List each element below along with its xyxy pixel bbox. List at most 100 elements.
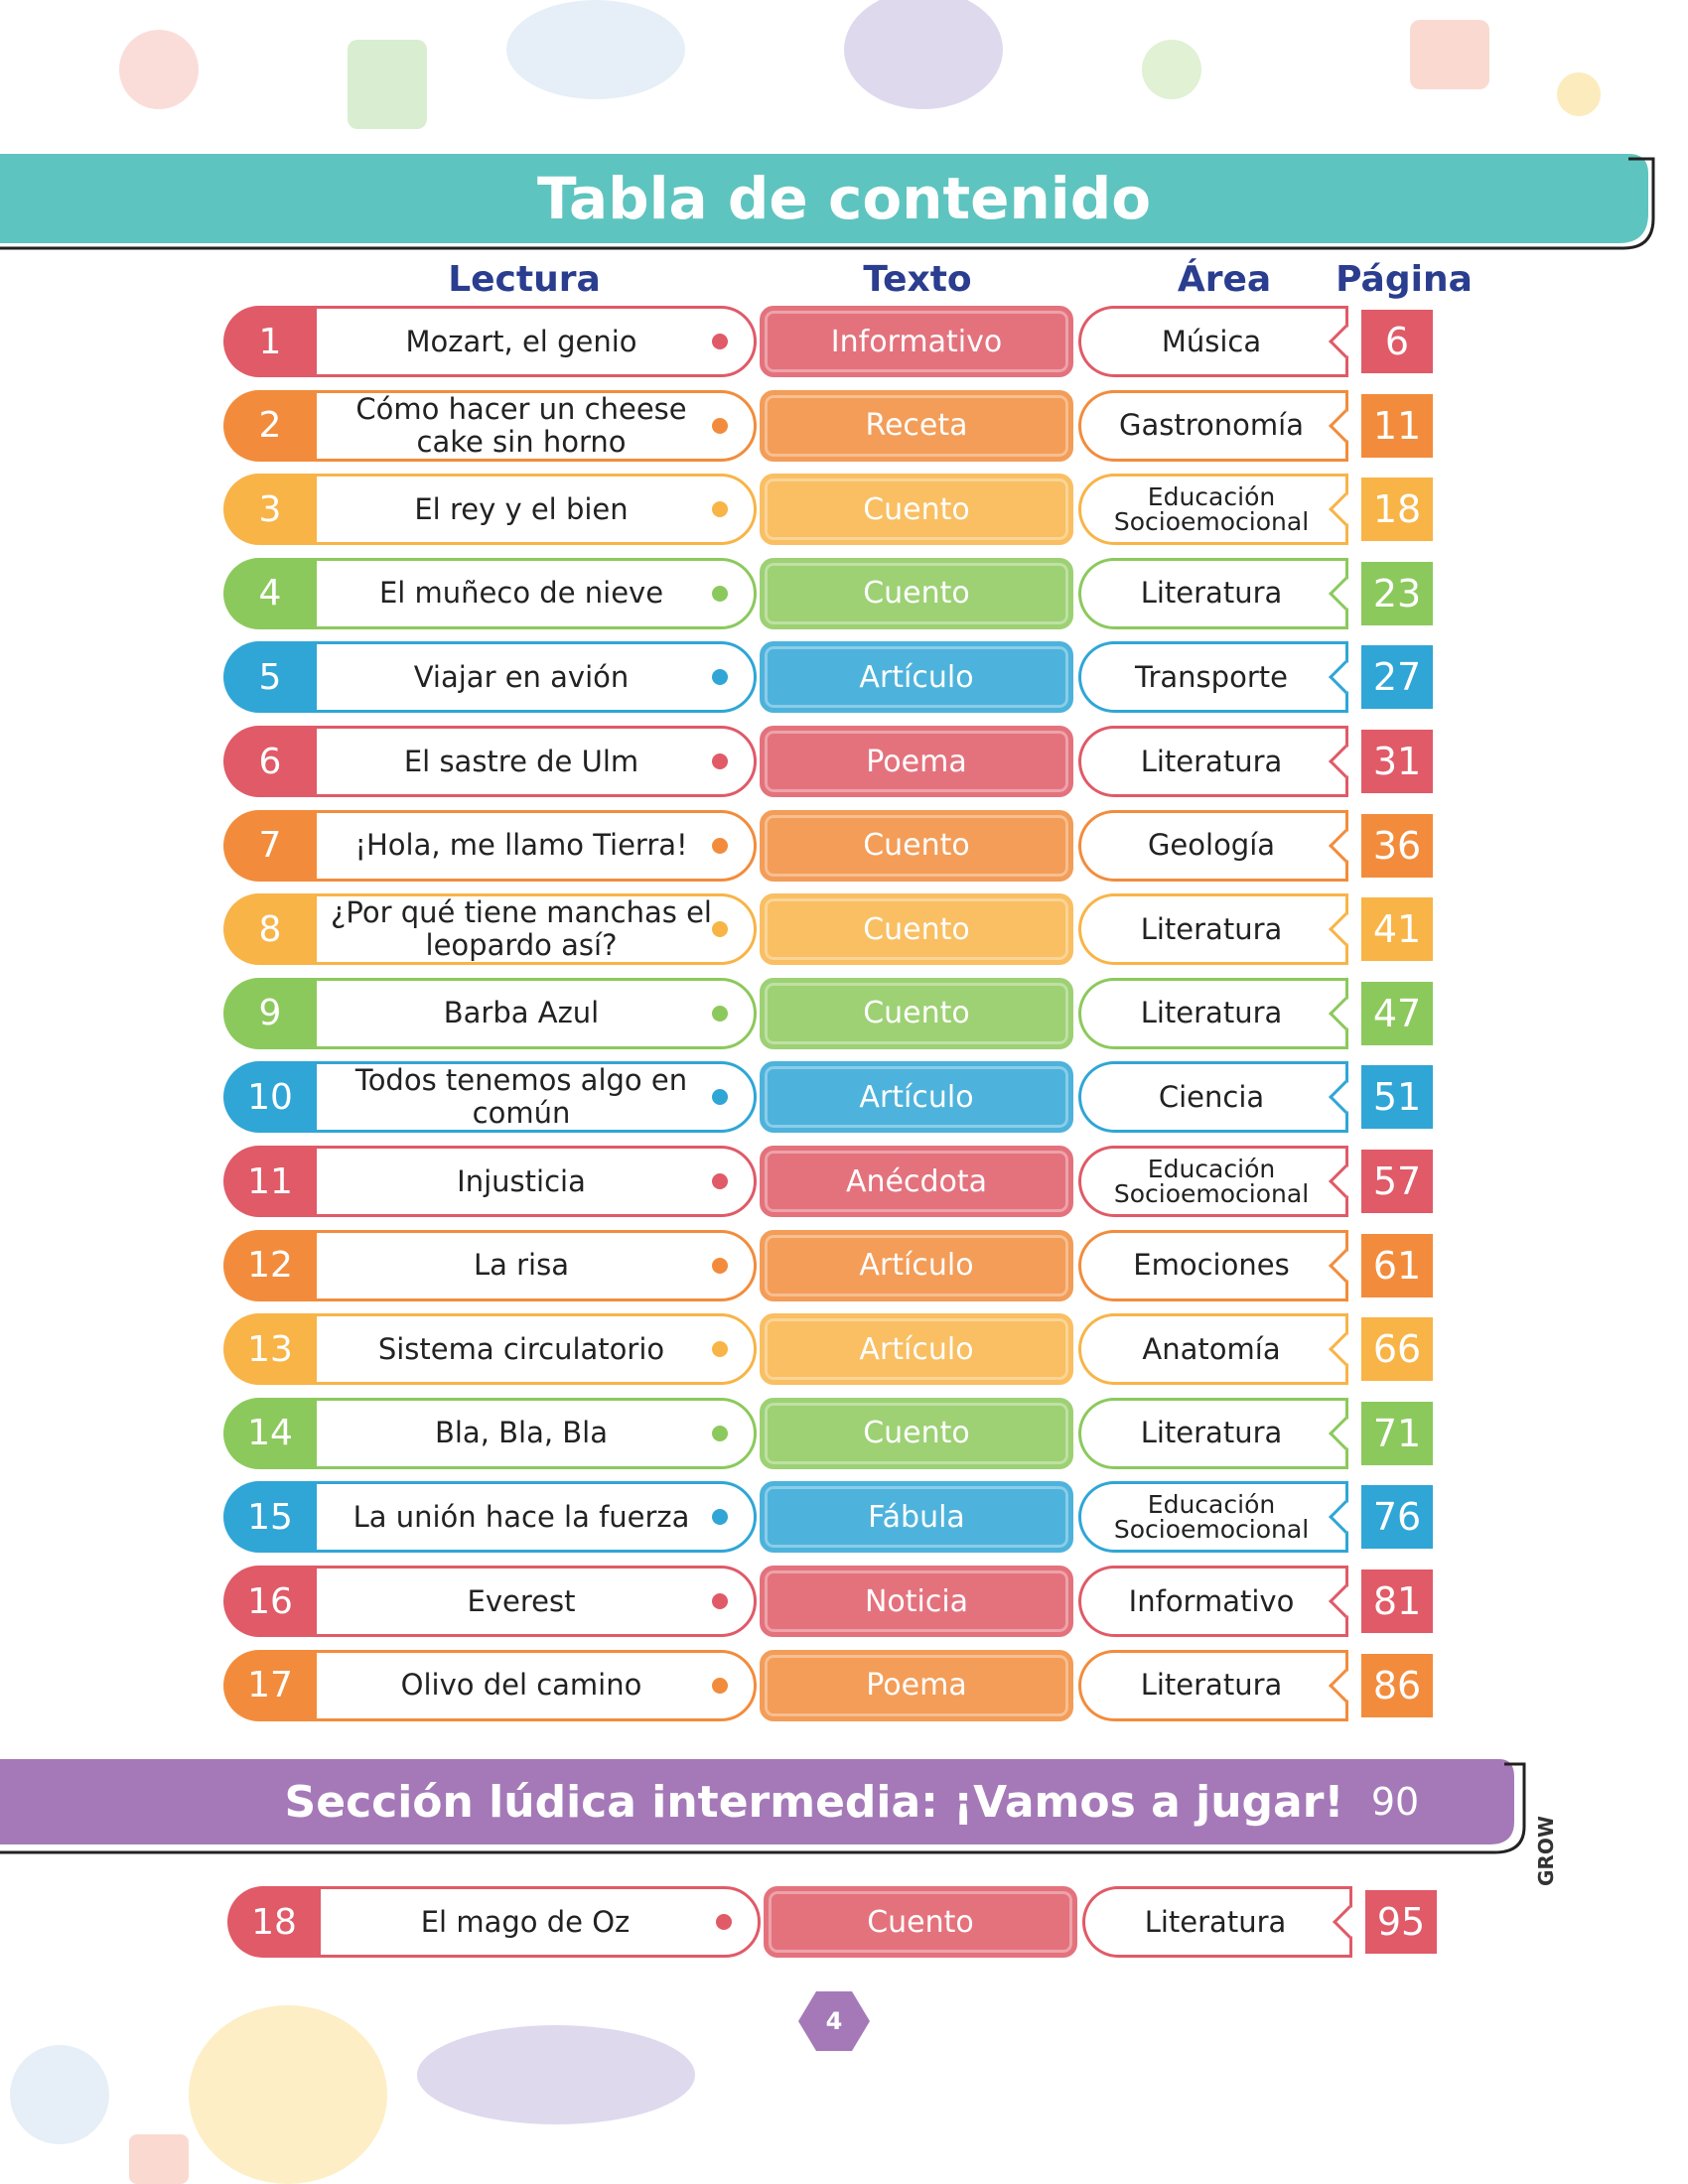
reading: Barba Azul bbox=[443, 996, 600, 1030]
area: Música bbox=[1161, 324, 1262, 358]
number-pill: 6 bbox=[223, 726, 317, 797]
area: Literatura bbox=[1140, 996, 1283, 1030]
number-pill: 11 bbox=[223, 1146, 317, 1217]
area-box bbox=[1078, 977, 1348, 1049]
area: Gastronomía bbox=[1119, 408, 1304, 443]
reading: Everest bbox=[467, 1583, 576, 1618]
lectura-box bbox=[298, 1397, 757, 1469]
dot bbox=[712, 1425, 728, 1441]
text-type-pill: Artículo bbox=[760, 1061, 1073, 1134]
area: Geología bbox=[1147, 828, 1276, 863]
dot bbox=[712, 1173, 728, 1189]
page-box: 95 bbox=[1365, 1890, 1437, 1954]
number-pill: 9 bbox=[223, 977, 317, 1049]
number-pill: 14 bbox=[223, 1397, 317, 1469]
page-box: 6 bbox=[1361, 310, 1433, 373]
lectura-box bbox=[298, 1566, 757, 1637]
page-box: 41 bbox=[1361, 897, 1433, 962]
text-type-pill: Cuento bbox=[760, 893, 1073, 966]
text-type-pill: Artículo bbox=[760, 1313, 1073, 1386]
area: Literatura bbox=[1140, 744, 1283, 778]
number-pill: 17 bbox=[223, 1649, 317, 1721]
page-box: 23 bbox=[1361, 561, 1433, 625]
number-pill: 2 bbox=[223, 389, 317, 462]
page-box: 31 bbox=[1361, 730, 1433, 793]
area: Literatura bbox=[1140, 1416, 1283, 1450]
dot bbox=[712, 669, 728, 686]
page-number: 4 bbox=[825, 2007, 843, 2035]
dot bbox=[712, 1005, 728, 1022]
area-box bbox=[1078, 1146, 1348, 1217]
area-box bbox=[1078, 726, 1348, 797]
dot bbox=[712, 417, 728, 434]
area: Educación Socioemocional bbox=[1113, 1490, 1310, 1545]
dot bbox=[712, 1593, 728, 1609]
dot bbox=[712, 1089, 728, 1106]
page-box: 66 bbox=[1361, 1317, 1433, 1382]
area-box bbox=[1078, 1649, 1348, 1721]
dot bbox=[712, 1509, 728, 1526]
area: Literatura bbox=[1140, 576, 1283, 611]
reading: Mozart, el genio bbox=[405, 324, 637, 358]
lectura-box bbox=[302, 1886, 761, 1958]
reading: Todos tenemos algo en común bbox=[354, 1063, 688, 1131]
area: Transporte bbox=[1135, 659, 1288, 694]
text-type-pill: Cuento bbox=[760, 557, 1073, 629]
text-type-pill: Poema bbox=[760, 726, 1073, 797]
reading: Cómo hacer un cheese cake sin horno bbox=[355, 391, 687, 459]
page-box: 57 bbox=[1361, 1150, 1433, 1213]
column-header: Lectura bbox=[448, 258, 601, 300]
text-type-pill: Cuento bbox=[760, 1397, 1073, 1469]
column-header: Página bbox=[1336, 258, 1473, 300]
number-pill: 12 bbox=[223, 1229, 317, 1301]
area: Educación Socioemocional bbox=[1113, 482, 1310, 537]
area-box bbox=[1078, 474, 1348, 546]
brand: GROW bbox=[1534, 1816, 1558, 1886]
area-box bbox=[1078, 1313, 1348, 1386]
reading: Bla, Bla, Bla bbox=[434, 1416, 609, 1450]
dot bbox=[712, 501, 728, 518]
lectura-box bbox=[298, 1061, 757, 1134]
dot bbox=[712, 753, 728, 769]
reading: Viajar en avión bbox=[413, 659, 630, 694]
area: Educación Socioemocional bbox=[1113, 1155, 1310, 1208]
section-page: 90 bbox=[1370, 1780, 1420, 1824]
number-pill: 5 bbox=[223, 641, 317, 714]
dot bbox=[716, 1914, 732, 1930]
page-box: 27 bbox=[1361, 645, 1433, 710]
area-box bbox=[1078, 1229, 1348, 1301]
number-pill: 4 bbox=[223, 557, 317, 629]
text-type-pill: Cuento bbox=[764, 1886, 1077, 1958]
area: Emociones bbox=[1133, 1248, 1290, 1283]
text-type-pill: Poema bbox=[760, 1649, 1073, 1721]
page-box: 76 bbox=[1361, 1485, 1433, 1550]
text-type-pill: Noticia bbox=[760, 1566, 1073, 1637]
page-box: 51 bbox=[1361, 1065, 1433, 1130]
lectura-box bbox=[298, 641, 757, 714]
area-box bbox=[1078, 1061, 1348, 1134]
reading: Olivo del camino bbox=[400, 1668, 642, 1703]
text-type-pill: Cuento bbox=[760, 474, 1073, 546]
text-type-pill: Cuento bbox=[760, 809, 1073, 882]
text-type-pill: Fábula bbox=[760, 1481, 1073, 1554]
number-pill: 13 bbox=[223, 1313, 317, 1386]
number-pill: 10 bbox=[223, 1061, 317, 1134]
number-pill: 8 bbox=[223, 893, 317, 966]
page-box: 18 bbox=[1361, 478, 1433, 542]
lectura-box bbox=[298, 1229, 757, 1301]
number-pill: 15 bbox=[223, 1481, 317, 1554]
area: Ciencia bbox=[1158, 1079, 1265, 1114]
reading: ¡Hola, me llamo Tierra! bbox=[354, 828, 688, 863]
area: Informativo bbox=[1128, 1583, 1295, 1618]
reading: El sastre de Ulm bbox=[403, 744, 639, 778]
reading: El rey y el bien bbox=[414, 491, 629, 526]
text-type-pill: Cuento bbox=[760, 977, 1073, 1049]
page-box: 11 bbox=[1361, 393, 1433, 458]
dot bbox=[712, 1677, 728, 1694]
number-pill: 1 bbox=[223, 306, 317, 377]
dot bbox=[712, 921, 728, 938]
area-box bbox=[1082, 1886, 1352, 1958]
area: Anatomía bbox=[1142, 1331, 1281, 1366]
page-box: 36 bbox=[1361, 813, 1433, 878]
